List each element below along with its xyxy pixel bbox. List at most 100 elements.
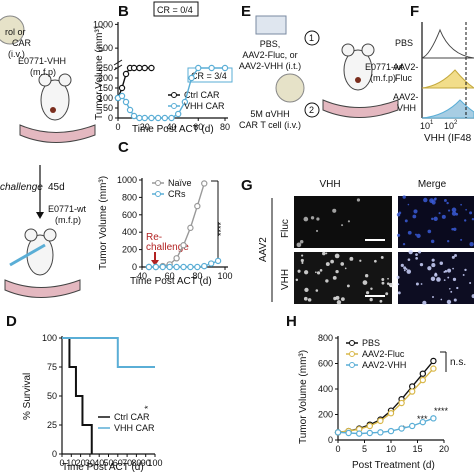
- cell-signal: [453, 298, 457, 302]
- x-tick-label: 40: [94, 458, 104, 468]
- cell-signal: [471, 294, 474, 299]
- legend-marker: [349, 340, 355, 346]
- cell-signal: [319, 269, 323, 272]
- data-point: [201, 180, 208, 187]
- cell-signal: [304, 270, 309, 275]
- data-point: [180, 263, 187, 271]
- cell-signal: [469, 211, 473, 215]
- car-tcell-icon: [0, 15, 25, 45]
- x-tick-label: 0: [59, 458, 64, 468]
- x-axis-label: Time Post ACT (d): [62, 462, 144, 473]
- x-tick-label: 60: [193, 122, 203, 132]
- label-fluc: Fluc: [395, 73, 413, 83]
- cell-signal: [427, 266, 432, 271]
- cell-signal: [406, 269, 412, 274]
- x-tick-label: 0: [115, 122, 120, 132]
- cell-signal: [299, 239, 304, 244]
- data-point: [409, 422, 416, 430]
- panel-b-chart: CR = 0/4 CR = 3/4 Time Post ACT (d) Tumo…: [93, 1, 233, 135]
- cell-signal: [365, 291, 370, 295]
- car-label-1: rol or: [5, 27, 26, 37]
- cell-signal: [415, 257, 418, 260]
- data-point: [430, 365, 437, 372]
- cell-signal: [347, 220, 351, 223]
- cell-signal: [469, 242, 474, 247]
- data-point: [187, 263, 194, 271]
- cell-signal: [438, 212, 441, 215]
- step2-label-1: 5M αVHH: [250, 109, 289, 119]
- y-tick-label: 0: [132, 262, 137, 272]
- step1-label-3: AAV2-VHH (i.t.): [239, 61, 301, 71]
- panel-label-h: H: [286, 313, 297, 330]
- cell-signal: [454, 254, 457, 257]
- panel-label-d: D: [6, 313, 17, 330]
- mouse-label-1: E0771-VHH: [18, 56, 66, 66]
- y-tick-label: 400: [122, 227, 137, 237]
- cell-signal: [404, 219, 408, 223]
- histogram-vhh: [421, 99, 474, 119]
- panel-label-f: F: [410, 3, 419, 20]
- panel-e-schematic: PBS, AAV2-Fluc, or AAV2-VHH (i.t.) 1 2 5…: [239, 15, 404, 130]
- y-tick-label: 0: [328, 435, 333, 445]
- x-tick-label: 70: [122, 458, 132, 468]
- cell-signal: [316, 217, 320, 221]
- step1-label-1: PBS,: [260, 39, 281, 49]
- cell-signal: [436, 277, 441, 282]
- data-point: [387, 427, 395, 435]
- data-point: [141, 64, 148, 72]
- cell-signal: [430, 276, 436, 282]
- cell-signal: [402, 195, 406, 199]
- x-tick-label: 90: [141, 458, 151, 468]
- image-fluc-merge: [398, 196, 474, 248]
- col-label-merge: Merge: [418, 179, 447, 190]
- x-tick-label: 100: [217, 271, 232, 281]
- y-tick-label: 1000: [93, 19, 113, 29]
- step1-marker: [304, 30, 320, 46]
- label-aav2-b: AAV2-: [393, 92, 418, 102]
- data-point: [173, 255, 180, 262]
- cell-signal: [432, 296, 434, 298]
- legend-marker: [171, 92, 177, 98]
- step1-number: 1: [309, 33, 314, 43]
- cell-signal: [396, 275, 400, 279]
- cell-signal: [362, 280, 368, 285]
- cell-signal: [332, 208, 337, 213]
- cell-signal: [451, 207, 457, 213]
- cell-signal: [443, 199, 447, 202]
- data-point: [168, 114, 175, 122]
- cell-signal: [403, 269, 406, 272]
- legend-label: CRs: [168, 189, 186, 199]
- y-tick-label: 200: [122, 245, 137, 255]
- data-point: [366, 422, 373, 430]
- syringe-icon: [9, 243, 46, 267]
- cell-signal: [297, 269, 301, 273]
- series-line-vhh-car: [62, 337, 155, 368]
- sig-stars: ****: [216, 221, 226, 236]
- data-point: [136, 114, 143, 122]
- y-tick-label: 100: [98, 93, 113, 103]
- cell-signal: [450, 290, 453, 293]
- cell-signal: [456, 286, 459, 290]
- y-tick-label: 25: [47, 420, 57, 430]
- cell-signal: [397, 291, 401, 295]
- car-label-3: (i.v.): [8, 49, 25, 59]
- cell-signal: [420, 283, 423, 285]
- cell-signal: [325, 279, 329, 283]
- car-label-2: CAR: [12, 38, 32, 48]
- panel-label-e: E: [241, 3, 251, 20]
- data-point: [194, 202, 201, 210]
- row-label-vhh: VHH: [280, 269, 291, 290]
- data-point: [214, 257, 222, 265]
- cell-signal: [471, 218, 474, 221]
- col-label-vhh: VHH: [319, 179, 340, 190]
- data-point: [122, 70, 130, 78]
- y-tick-label: 50: [47, 391, 57, 401]
- cell-signal: [381, 277, 385, 281]
- row-group-label: AAV2: [258, 237, 269, 262]
- legend-label: VHH CAR: [184, 101, 225, 111]
- data-point: [188, 74, 195, 82]
- y-tick-label: 100: [42, 333, 57, 343]
- data-point: [419, 376, 426, 384]
- car-tcell-icon: [275, 73, 305, 103]
- y-tick-label: 600: [122, 210, 137, 220]
